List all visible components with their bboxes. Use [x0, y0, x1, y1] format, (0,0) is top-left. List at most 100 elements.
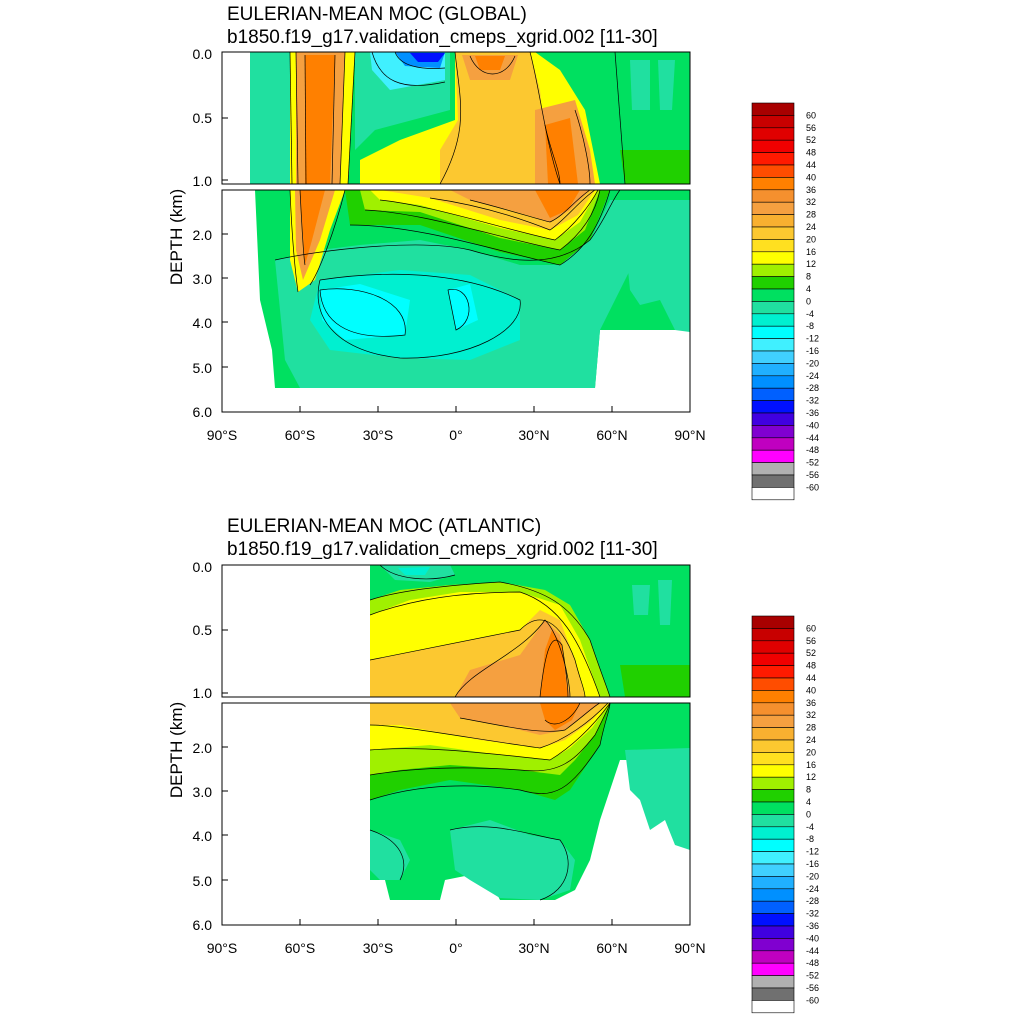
x-tick-label: 60°S: [285, 427, 316, 443]
colorbar-swatch: [751, 628, 795, 642]
y-tick-label: 0.0: [193, 559, 213, 575]
x-tick-label: 0°: [449, 427, 462, 443]
atlantic-x-ticks: 90°S 60°S 30°S 0° 30°N 60°N 90°N: [207, 919, 706, 956]
colorbar-label: 56: [806, 636, 816, 646]
colorbar-label: 44: [806, 160, 816, 170]
colorbar-label: 40: [806, 172, 816, 182]
colorbar-swatch: [751, 226, 795, 240]
colorbar-swatch: [751, 690, 795, 704]
colorbar-swatch: [751, 400, 795, 414]
x-tick-label: 30°N: [518, 427, 549, 443]
atlantic-top-mask: [222, 565, 370, 697]
colorbar-label: 24: [806, 735, 816, 745]
colorbar-swatch: [751, 789, 795, 803]
atlantic-title: EULERIAN-MEAN MOC (ATLANTIC): [227, 516, 541, 537]
colorbar-swatch: [751, 276, 795, 290]
colorbar-label: 20: [806, 747, 816, 757]
colorbar-label: -16: [806, 346, 819, 356]
atlantic-y-ticks-bottom: 2.0 3.0 4.0 5.0 6.0: [193, 740, 228, 933]
colorbar-swatch: [751, 164, 795, 178]
y-tick-label: 1.0: [193, 685, 213, 701]
colorbar-swatch: [751, 987, 795, 1001]
y-tick-label: 4.0: [193, 828, 213, 844]
atlantic-top-frame: [221, 564, 691, 698]
colorbar-swatch: [751, 739, 795, 753]
global-subtitle: b1850.f19_g17.validation_cmeps_xgrid.002…: [227, 27, 658, 48]
colorbar-label: 4: [806, 284, 811, 294]
colorbar-label: 60: [806, 110, 816, 120]
colorbar-swatch: [751, 888, 795, 902]
colorbar-label: -44: [806, 946, 819, 956]
colorbar-swatch: [751, 665, 795, 679]
global-title: EULERIAN-MEAN MOC (GLOBAL): [227, 4, 527, 25]
y-tick-label: 0.5: [193, 622, 213, 638]
colorbar-swatch: [751, 387, 795, 401]
x-tick-label: 30°S: [363, 427, 394, 443]
y-tick-label: 6.0: [193, 404, 213, 420]
global-colorbar: 60565248444036322824201612840-4-8-12-16-…: [751, 102, 819, 501]
colorbar-swatch: [751, 752, 795, 766]
colorbar-swatch: [751, 102, 795, 116]
colorbar-swatch: [751, 702, 795, 716]
colorbar-swatch: [751, 1000, 795, 1014]
colorbar-label: -20: [806, 871, 819, 881]
colorbar-swatch: [751, 363, 795, 377]
colorbar-swatch: [751, 375, 795, 389]
colorbar-swatch: [751, 139, 795, 153]
colorbar-label: -12: [806, 847, 819, 857]
y-tick-label: 6.0: [193, 917, 213, 933]
colorbar-swatch: [751, 814, 795, 828]
colorbar-swatch: [751, 900, 795, 914]
global-x-ticks: 90°S 60°S 30°S 0° 30°N 60°N 90°N: [207, 406, 706, 443]
atlantic-chart: EULERIAN-MEAN MOC (ATLANTIC) b1850.f19_g…: [167, 516, 819, 1014]
colorbar-label: -8: [806, 321, 814, 331]
colorbar-label: -28: [806, 383, 819, 393]
colorbar-swatch: [751, 640, 795, 654]
colorbar-swatch: [751, 177, 795, 191]
y-tick-label: 5.0: [193, 360, 213, 376]
colorbar-swatch: [751, 189, 795, 203]
colorbar-label: -20: [806, 358, 819, 368]
global-y-ticks-top: 0.0 0.5 1.0: [193, 46, 228, 189]
colorbar-label: -16: [806, 859, 819, 869]
colorbar-label: 36: [806, 698, 816, 708]
colorbar-swatch: [751, 838, 795, 852]
global-y-axis-label: DEPTH (km): [167, 189, 186, 285]
colorbar-label: 32: [806, 710, 816, 720]
global-chart: EULERIAN-MEAN MOC (GLOBAL) b1850.f19_g17…: [167, 4, 819, 501]
colorbar-swatch: [751, 826, 795, 840]
colorbar-label: -24: [806, 884, 819, 894]
colorbar-label: 52: [806, 648, 816, 658]
colorbar-label: 8: [806, 785, 811, 795]
x-tick-label: 60°N: [596, 427, 627, 443]
colorbar-label: -56: [806, 983, 819, 993]
colorbar-swatch: [751, 201, 795, 215]
colorbar-swatch: [751, 727, 795, 741]
colorbar-label: 48: [806, 148, 816, 158]
colorbar-label: -60: [806, 482, 819, 492]
colorbar-label: 36: [806, 185, 816, 195]
colorbar-label: 12: [806, 772, 816, 782]
y-tick-label: 5.0: [193, 873, 213, 889]
colorbar-swatch: [751, 462, 795, 476]
colorbar-swatch: [751, 301, 795, 315]
colorbar-label: 0: [806, 296, 811, 306]
colorbar-swatch: [751, 251, 795, 265]
colorbar-label: 16: [806, 760, 816, 770]
colorbar-swatch: [751, 863, 795, 877]
colorbar-swatch: [751, 152, 795, 166]
y-tick-label: 0.0: [193, 46, 213, 62]
atlantic-y-axis-label: DEPTH (km): [167, 702, 186, 798]
global-y-ticks-bottom: 2.0 3.0 4.0 5.0 6.0: [193, 227, 228, 420]
colorbar-label: -56: [806, 470, 819, 480]
colorbar-swatch: [751, 876, 795, 890]
colorbar-swatch: [751, 338, 795, 352]
colorbar-swatch: [751, 425, 795, 439]
colorbar-swatch: [751, 350, 795, 364]
y-tick-label: 2.0: [193, 227, 213, 243]
colorbar-label: -48: [806, 958, 819, 968]
colorbar-label: -32: [806, 396, 819, 406]
colorbar-swatch: [751, 677, 795, 691]
colorbar-label: -24: [806, 371, 819, 381]
